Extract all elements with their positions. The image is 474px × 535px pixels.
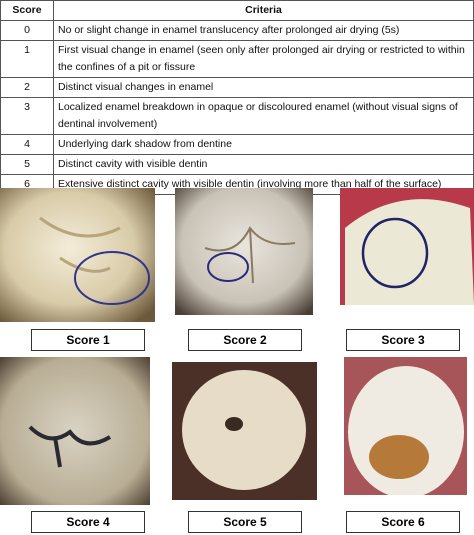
score-cell: 1 (0, 40, 54, 78)
photo (175, 188, 313, 315)
criteria-cell: Underlying dark shadow from dentine (53, 134, 474, 155)
figure-label: Score 5 (188, 511, 302, 533)
score-cell: 2 (0, 77, 54, 98)
photo (0, 357, 150, 505)
criteria-cell: Distinct cavity with visible dentin (53, 154, 474, 175)
header-cell: Score (0, 0, 54, 21)
table-body: 0 No or slight change in enamel transluce… (0, 20, 474, 195)
table-row: 3 Localized enamel breakdown in opaque or… (0, 97, 474, 135)
table-row: 0 No or slight change in enamel transluce… (0, 20, 474, 41)
score-cell: 0 (0, 20, 54, 41)
photo (344, 357, 467, 495)
table-row: 2 Distinct visual changes in enamel (0, 77, 474, 98)
photo (340, 188, 474, 305)
figure-label: Score 6 (346, 511, 460, 533)
criteria-cell: No or slight change in enamel translucen… (53, 20, 474, 41)
table-row: 1 First visual change in enamel (seen onl… (0, 40, 474, 78)
figure-label: Score 4 (31, 511, 145, 533)
score-cell: 5 (0, 154, 54, 175)
criteria-cell: Localized enamel breakdown in opaque or … (53, 97, 474, 135)
score-cell: 4 (0, 134, 54, 155)
table-row: 5 Distinct cavity with visible dentin (0, 154, 474, 175)
criteria-cell: First visual change in enamel (seen only… (53, 40, 474, 78)
header-cell: Criteria (53, 0, 474, 21)
criteria-cell: Distinct visual changes in enamel (53, 77, 474, 98)
photo (0, 188, 155, 322)
figure-label: Score 1 (31, 329, 145, 351)
score-cell: 3 (0, 97, 54, 135)
figure-label: Score 3 (346, 329, 460, 351)
figure-label: Score 2 (188, 329, 302, 351)
header-row: Score Criteria (0, 0, 474, 21)
criteria-table: Score Criteria 0 No or slight change in e… (0, 0, 474, 195)
table-row: 4 Underlying dark shadow from dentine (0, 134, 474, 155)
photo (172, 362, 317, 500)
